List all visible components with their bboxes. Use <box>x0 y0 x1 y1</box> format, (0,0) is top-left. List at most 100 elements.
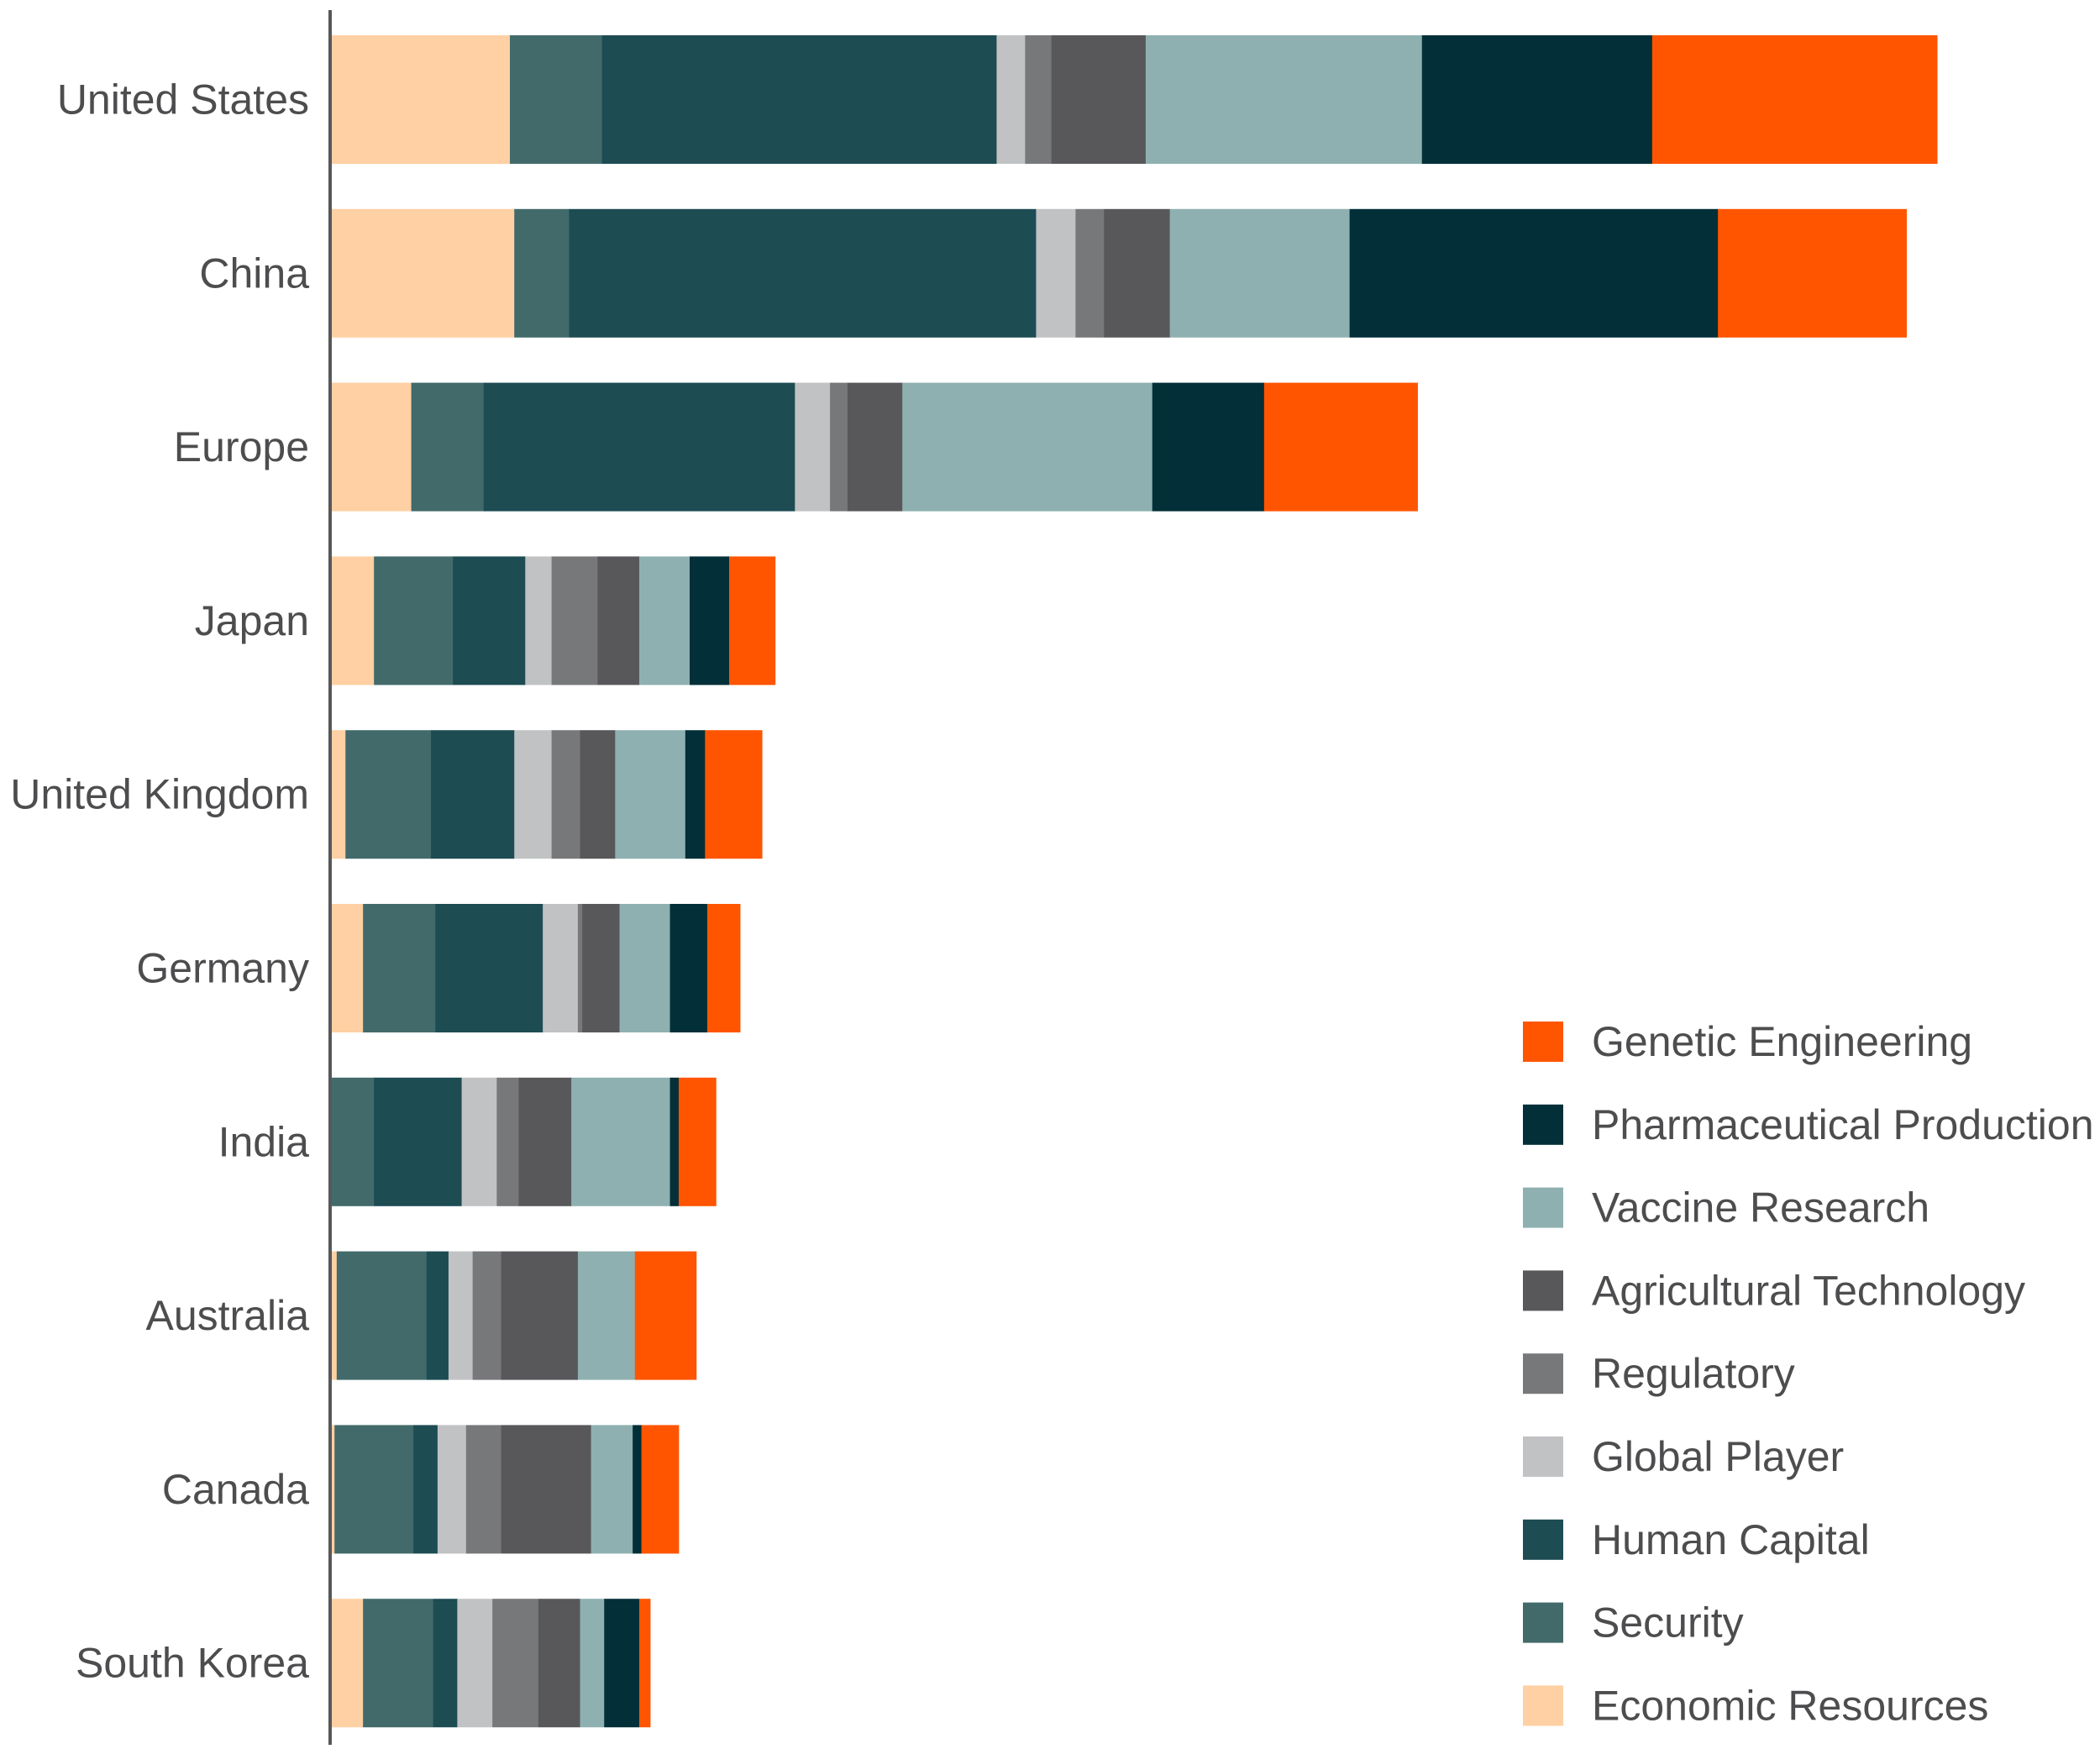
bar-segment-canada-pharmaceutical-production <box>633 1425 643 1554</box>
bar-segment-united-kingdom-human-capital <box>431 730 515 859</box>
bar-segment-united-states-human-capital <box>601 35 997 164</box>
bar-segment-south-korea-security <box>363 1599 434 1728</box>
bar-segment-south-korea-economic-resources <box>330 1599 364 1728</box>
legend-label-vaccine-research: Vaccine Research <box>1592 1184 1929 1232</box>
bar-segment-india-vaccine-research <box>571 1077 670 1206</box>
bar-segment-united-kingdom-genetic-engineering <box>705 730 763 859</box>
bar-segment-australia-security <box>336 1251 428 1380</box>
bar-segment-south-korea-vaccine-research <box>580 1599 605 1728</box>
bar-segment-australia-global-player <box>448 1251 474 1380</box>
bar-segment-china-security <box>514 208 570 338</box>
bar-segment-united-states-global-player <box>996 35 1026 164</box>
legend-swatch-regulatory <box>1523 1353 1563 1394</box>
category-label-united-kingdom: United Kingdom <box>10 771 309 818</box>
category-label-australia: Australia <box>145 1292 309 1339</box>
bar-segment-united-states-security <box>510 35 603 164</box>
bar-segment-germany-pharmaceutical-production <box>669 904 708 1032</box>
category-label-china: China <box>199 249 309 297</box>
bar-group-canada <box>330 1425 680 1554</box>
legend-label-regulatory: Regulatory <box>1592 1350 1795 1397</box>
bar-segment-germany-economic-resources <box>330 904 364 1032</box>
legend-item-economic-resources: Economic Resources <box>1523 1682 1988 1729</box>
legend-swatch-genetic-engineering <box>1523 1022 1563 1062</box>
legend-swatch-pharmaceutical-production <box>1523 1104 1563 1145</box>
bar-segment-australia-economic-resources <box>330 1251 338 1380</box>
bar-segment-australia-vaccine-research <box>577 1251 636 1380</box>
legend-swatch-global-player <box>1523 1436 1563 1477</box>
legend-swatch-economic-resources <box>1523 1685 1563 1726</box>
legend-label-economic-resources: Economic Resources <box>1592 1682 1988 1729</box>
legend-item-genetic-engineering: Genetic Engineering <box>1523 1018 1972 1065</box>
bar-segment-australia-genetic-engineering <box>634 1251 697 1380</box>
bar-group-germany <box>330 904 741 1032</box>
bar-segment-canada-human-capital <box>413 1425 438 1554</box>
legend-label-global-player: Global Player <box>1592 1433 1844 1480</box>
bar-segment-united-states-genetic-engineering <box>1651 35 1938 164</box>
bar-segment-canada-regulatory <box>465 1425 501 1554</box>
legend-item-global-player: Global Player <box>1523 1433 1844 1480</box>
bar-segment-japan-genetic-engineering <box>729 556 776 685</box>
category-label-united-states: United States <box>57 76 309 123</box>
category-label-europe: Europe <box>174 423 309 470</box>
category-label-india: India <box>218 1118 310 1165</box>
bar-segment-united-states-regulatory <box>1025 35 1053 164</box>
bar-segment-europe-security <box>411 382 485 512</box>
bar-segment-europe-pharmaceutical-production <box>1152 382 1265 512</box>
bar-segment-china-genetic-engineering <box>1718 208 1907 338</box>
bar-segment-united-kingdom-pharmaceutical-production <box>685 730 706 859</box>
bar-segment-germany-security <box>363 904 436 1032</box>
category-label-south-korea: South Korea <box>76 1640 309 1687</box>
bar-segment-south-korea-genetic-engineering <box>639 1599 651 1728</box>
bar-group-china <box>330 208 1907 338</box>
bar-segment-india-security <box>330 1077 375 1206</box>
bar-segment-japan-security <box>374 556 454 685</box>
legend-label-human-capital: Human Capital <box>1592 1516 1870 1563</box>
bar-segment-europe-vaccine-research <box>902 382 1153 512</box>
bar-segment-japan-regulatory <box>551 556 598 685</box>
bar-segment-europe-genetic-engineering <box>1263 382 1418 512</box>
bar-segment-south-korea-agricultural-technology <box>538 1599 580 1728</box>
bars-layer <box>330 35 1938 1728</box>
bar-segment-united-kingdom-vaccine-research <box>615 730 686 859</box>
bar-segment-united-kingdom-regulatory <box>551 730 580 859</box>
legend-item-agricultural-technology: Agricultural Technology <box>1523 1267 2025 1314</box>
bar-segment-australia-regulatory <box>472 1251 501 1380</box>
bar-segment-germany-regulatory <box>577 904 583 1032</box>
bar-segment-germany-human-capital <box>435 904 543 1032</box>
bar-group-europe <box>330 382 1418 512</box>
bar-segment-japan-pharmaceutical-production <box>690 556 730 685</box>
bar-segment-japan-global-player <box>525 556 553 685</box>
bar-segment-europe-regulatory <box>830 382 848 512</box>
category-label-germany: Germany <box>136 945 309 992</box>
bar-segment-china-agricultural-technology <box>1104 208 1171 338</box>
bar-segment-united-kingdom-global-player <box>514 730 553 859</box>
bar-segment-india-human-capital <box>374 1077 462 1206</box>
bar-segment-south-korea-regulatory <box>492 1599 539 1728</box>
bar-group-united-states <box>330 35 1938 164</box>
bar-segment-canada-vaccine-research <box>591 1425 633 1554</box>
legend-label-pharmaceutical-production: Pharmaceutical Production <box>1592 1101 2094 1148</box>
bar-segment-japan-human-capital <box>453 556 526 685</box>
bar-segment-japan-agricultural-technology <box>597 556 640 685</box>
bar-segment-united-states-vaccine-research <box>1145 35 1423 164</box>
bar-segment-europe-human-capital <box>483 382 795 512</box>
bar-segment-united-kingdom-security <box>345 730 432 859</box>
bar-segment-india-genetic-engineering <box>678 1077 717 1206</box>
legend-label-agricultural-technology: Agricultural Technology <box>1592 1267 2025 1314</box>
bar-segment-canada-economic-resources <box>330 1425 335 1554</box>
bar-segment-china-global-player <box>1036 208 1076 338</box>
bar-segment-australia-agricultural-technology <box>501 1251 579 1380</box>
bar-segment-germany-vaccine-research <box>619 904 670 1032</box>
bar-segment-united-states-pharmaceutical-production <box>1421 35 1653 164</box>
bar-segment-china-human-capital <box>569 208 1037 338</box>
legend-item-vaccine-research: Vaccine Research <box>1523 1184 1929 1232</box>
bar-segment-japan-economic-resources <box>330 556 375 685</box>
bar-segment-europe-economic-resources <box>330 382 412 512</box>
bar-group-india <box>330 1077 717 1206</box>
bar-segment-south-korea-human-capital <box>433 1599 458 1728</box>
category-label-japan: Japan <box>195 597 309 644</box>
bar-segment-germany-agricultural-technology <box>582 904 620 1032</box>
legend-item-regulatory: Regulatory <box>1523 1350 1795 1397</box>
bar-segment-canada-security <box>334 1425 414 1554</box>
